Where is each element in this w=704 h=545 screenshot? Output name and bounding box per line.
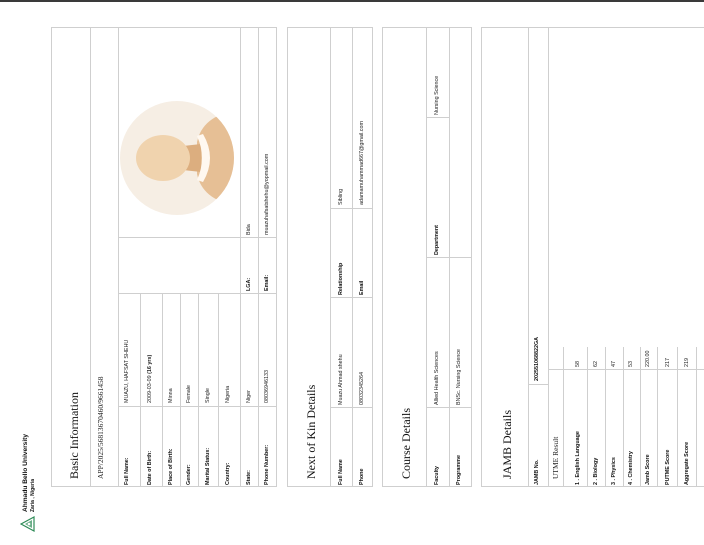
- phone-label: Phone Number:: [264, 444, 270, 485]
- utme-result-value: 217: [665, 358, 671, 367]
- gender-value: Female: [186, 385, 192, 403]
- marital-status-value: Single: [205, 388, 211, 403]
- application-number: APP/2025/56813670460/9661458: [96, 376, 105, 479]
- basic-info-card: [51, 27, 277, 487]
- utme-result-value: 220.00: [645, 350, 651, 368]
- next-of-kin-title: Next of Kin Details: [304, 384, 318, 479]
- department-label: Department: [434, 225, 440, 255]
- full-name-value: MUAZU, HAFSAT SHEHU: [124, 339, 130, 403]
- nok-relationship-value: Sibling: [338, 188, 344, 205]
- age-value: (16 yrs): [147, 354, 153, 374]
- university-name: Ahmadu Bello University: [22, 433, 29, 512]
- university-logo-icon: [20, 515, 35, 533]
- utme-result-value: 219: [684, 358, 690, 367]
- university-location: Zaria , Nigeria: [30, 478, 36, 512]
- course-details-title: Course Details: [399, 408, 413, 479]
- marital-status-label: Marital Status:: [205, 447, 211, 485]
- programme-value: BNSc. Nursing Science: [456, 348, 462, 405]
- lga-value: Bida: [246, 224, 252, 235]
- basic-info-title: Basic Information: [67, 392, 81, 479]
- programme-label: Programme: [456, 455, 462, 485]
- phone-value: 08036946133: [264, 370, 270, 403]
- utme-result-heading: UTME Result: [551, 436, 560, 479]
- utme-result-label: 4 . Chemistry: [628, 451, 634, 485]
- dob-value: 2009-03-09 (16 yrs): [147, 354, 153, 403]
- utme-result-label: 3 . Physics: [611, 457, 617, 485]
- full-name-label: Full Name:: [124, 457, 130, 485]
- jamb-details-title: JAMB Details: [500, 410, 514, 479]
- nok-email-value: adamamuhammad667@gmail.com: [359, 121, 365, 205]
- utme-result-label: Jamb Score: [645, 454, 651, 485]
- utme-result-label: 2 . Biology: [593, 457, 599, 485]
- page-top-border: [0, 0, 704, 2]
- utme-result-label: PUTME Score: [665, 449, 671, 485]
- department-value: Nursing Science: [434, 75, 440, 115]
- nok-phone-label: Phone: [359, 468, 365, 485]
- utme-result-label: Aggregate Score: [684, 441, 690, 485]
- email-value: muazuhafsatshehu@yopmail.com: [264, 153, 270, 235]
- jamb-number-value: 202551068822GA: [534, 336, 540, 381]
- country-value: Nigeria: [225, 385, 231, 403]
- utme-result-value: 62: [593, 361, 599, 367]
- utme-result-value: 53: [628, 361, 634, 367]
- utme-result-value: 47: [611, 361, 617, 367]
- nok-full-name-label: Full Name: [338, 459, 344, 485]
- faculty-label: Faculty: [434, 466, 440, 485]
- jamb-number-label: JAMB No.: [534, 459, 540, 485]
- faculty-value: Allied Health Sciences: [434, 351, 440, 405]
- nok-relationship-label: Relationship: [338, 262, 344, 295]
- nok-email-label: Email: [359, 280, 365, 295]
- gender-label: Gender:: [186, 464, 192, 485]
- utme-result-value: 58: [575, 361, 581, 367]
- place-of-birth-value: Minna: [168, 388, 174, 403]
- nok-full-name-value: Muazu Ahmad shehu: [338, 354, 344, 405]
- avatar: [120, 101, 234, 215]
- dob-label: Date of Birth:: [147, 450, 153, 485]
- country-label: Country:: [225, 462, 231, 485]
- lga-label: LGA:: [246, 277, 252, 291]
- state-value: Niger: [246, 390, 252, 403]
- place-of-birth-label: Place of Birth:: [168, 448, 174, 485]
- utme-result-label: 1 . English Language: [575, 431, 581, 485]
- state-label: State:: [246, 470, 252, 485]
- nok-phone-value: 08032345264: [359, 372, 365, 405]
- email-label: Email:: [264, 274, 270, 291]
